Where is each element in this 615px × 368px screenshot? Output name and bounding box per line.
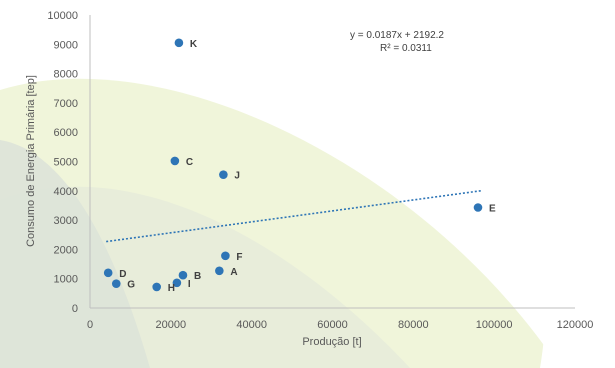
data-label-d: D — [119, 269, 126, 280]
data-label-i: I — [188, 279, 191, 290]
y-tick-label: 10000 — [47, 10, 78, 22]
y-tick-label: 4000 — [54, 186, 78, 198]
data-label-a: A — [230, 267, 237, 278]
data-point-b — [178, 270, 188, 280]
data-point-f — [221, 251, 230, 261]
y-tick-label: 0 — [72, 303, 78, 315]
y-tick-label: 9000 — [54, 39, 78, 51]
x-tick-label: 0 — [87, 319, 93, 331]
data-label-g: G — [127, 280, 135, 291]
y-tick-label: 2000 — [54, 244, 78, 256]
trendline — [106, 189, 483, 243]
trendline-equation: y = 0.0187x + 2192.2 — [350, 30, 444, 41]
axes — [89, 15, 575, 309]
data-point-e — [473, 203, 483, 212]
data-point-d — [103, 268, 113, 278]
data-label-h: H — [168, 283, 175, 294]
data-point-labels: K C J E FA BI H DG — [119, 39, 496, 294]
data-label-k: K — [190, 39, 198, 50]
x-tick-label: 120000 — [557, 319, 594, 331]
x-tick-label: 40000 — [236, 319, 267, 331]
trendline-r-squared: R² = 0.0311 — [380, 43, 432, 54]
data-label-b: B — [194, 271, 201, 282]
y-tick-label: 1000 — [54, 274, 78, 286]
x-tick-label: 20000 — [156, 319, 187, 331]
y-tick-label: 7000 — [54, 98, 78, 110]
y-axis-ticks: 0 1000 2000 3000 4000 5000 6000 7000 8000 9000 100… — [47, 10, 78, 315]
y-tick-label: 3000 — [54, 215, 78, 227]
y-tick-label: 5000 — [54, 157, 78, 169]
data-label-j: J — [234, 171, 240, 182]
x-tick-label: 80000 — [398, 319, 429, 331]
data-point-c — [170, 156, 180, 166]
y-tick-label: 6000 — [54, 127, 78, 139]
data-point-i — [172, 278, 182, 288]
data-label-f: F — [236, 252, 242, 263]
data-label-e: E — [489, 204, 496, 215]
x-axis-label: Produção [t] — [302, 336, 361, 348]
x-axis-ticks: 0 20000 40000 60000 80000 100000 120000 — [87, 319, 593, 331]
data-point-k — [174, 38, 184, 48]
data-point-g — [111, 279, 121, 288]
x-tick-label: 100000 — [476, 319, 513, 331]
y-tick-label: 8000 — [54, 69, 78, 81]
y-axis-label: Consumo de Energia Primária [tep] — [25, 75, 37, 247]
data-label-c: C — [186, 157, 193, 168]
data-point-j — [219, 170, 228, 179]
data-point-a — [215, 266, 224, 276]
data-points — [103, 38, 483, 292]
x-tick-label: 60000 — [317, 319, 348, 331]
data-point-h — [152, 282, 161, 292]
